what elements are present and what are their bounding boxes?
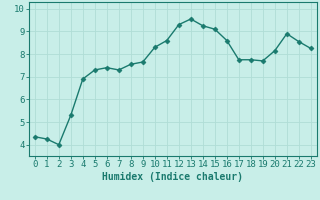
X-axis label: Humidex (Indice chaleur): Humidex (Indice chaleur) [102, 172, 243, 182]
